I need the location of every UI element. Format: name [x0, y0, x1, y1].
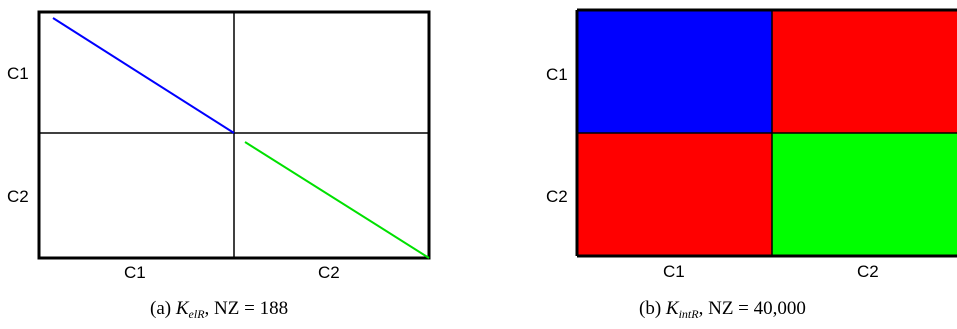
sparsity-plot-a	[37, 10, 431, 260]
sparsity-panel-a: C1 C2 C1 C2 (a) KelR, NZ = 188	[0, 0, 460, 329]
col-label-c2-a: C2	[318, 263, 340, 282]
row-label-c1-b: C1	[546, 65, 568, 84]
diagonal-block-c2-c2	[244, 141, 430, 259]
caption-b: (b) KintR, NZ = 40,000	[639, 298, 806, 321]
diagonal-block-c1-c1	[52, 17, 235, 134]
row-label-c2-b: C2	[546, 187, 568, 206]
sparsity-plot-b	[575, 8, 957, 258]
block-c2-c2	[772, 133, 957, 256]
block-c1-c2	[772, 10, 957, 133]
block-c2-c1	[577, 133, 772, 256]
row-label-c1-a: C1	[7, 64, 29, 83]
col-label-c2-b: C2	[857, 262, 879, 281]
sparsity-panel-b: C1 C2 C1 C2 (b) KintR, NZ = 40,000	[520, 0, 957, 329]
block-c1-c1	[577, 10, 772, 133]
caption-a: (a) KelR, NZ = 188	[150, 298, 289, 321]
col-label-c1-a: C1	[124, 263, 146, 282]
row-label-c2-a: C2	[7, 187, 29, 206]
col-label-c1-b: C1	[663, 262, 685, 281]
